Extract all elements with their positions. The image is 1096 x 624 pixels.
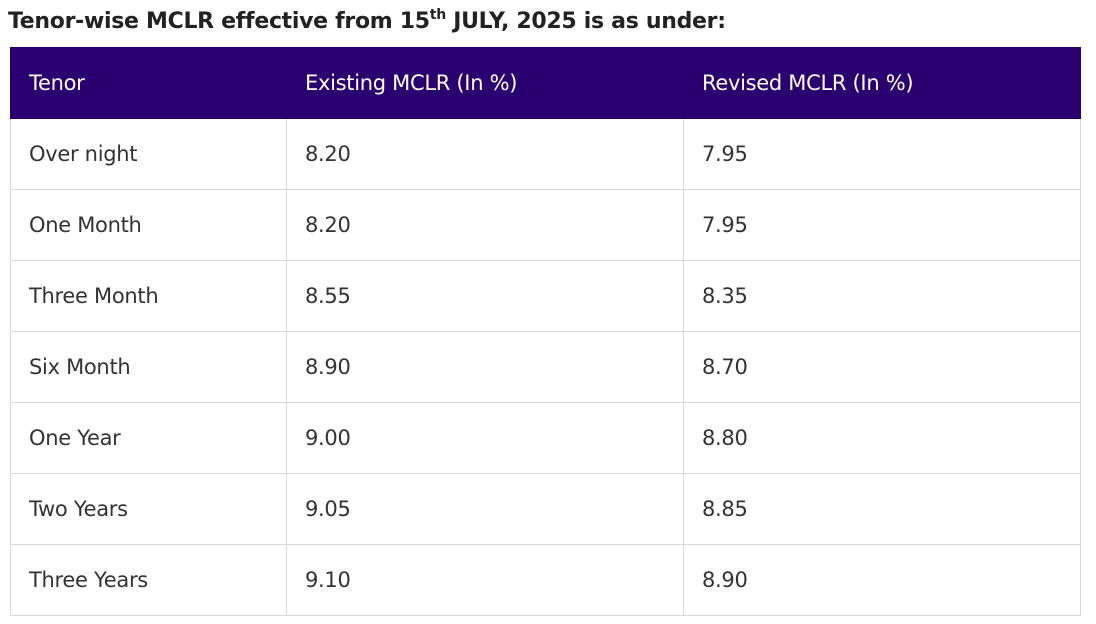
table-cell: 7.95 <box>683 118 1081 190</box>
heading-text: JULY, 2025 is as under: <box>445 9 726 34</box>
table-row: Over night 8.20 7.95 <box>10 118 1081 190</box>
table-row: One Year 9.00 8.80 <box>10 402 1081 474</box>
table-cell: One Month <box>10 189 287 261</box>
table-row: One Month 8.20 7.95 <box>10 189 1081 261</box>
table-cell: 8.20 <box>286 118 684 190</box>
table-cell: Over night <box>10 118 287 190</box>
header-cell: Revised MCLR (In %) <box>683 47 1081 119</box>
table-cell: 8.35 <box>683 260 1081 332</box>
table-cell: 9.10 <box>286 544 684 616</box>
header-cell: Existing MCLR (In %) <box>286 47 684 119</box>
table-cell: Six Month <box>10 331 287 403</box>
table-cell: 8.20 <box>286 189 684 261</box>
table-row: Six Month 8.90 8.70 <box>10 331 1081 403</box>
table-cell: Three Years <box>10 544 287 616</box>
heading: Tenor-wise MCLR effective from 15th JULY… <box>8 4 726 40</box>
table-cell: 7.95 <box>683 189 1081 261</box>
table-cell: 8.55 <box>286 260 684 332</box>
table-cell: 8.85 <box>683 473 1081 545</box>
table-cell: 8.90 <box>286 331 684 403</box>
table-cell: Three Month <box>10 260 287 332</box>
heading-text: Tenor-wise MCLR effective from 15 <box>8 9 430 34</box>
table-cell: 8.80 <box>683 402 1081 474</box>
table-cell: One Year <box>10 402 287 474</box>
table-cell: 9.05 <box>286 473 684 545</box>
table-body: Over night 8.20 7.95 One Month 8.20 7.95 Three… <box>10 118 1081 616</box>
table-cell: Two Years <box>10 473 287 545</box>
table-row: Three Years 9.10 8.90 <box>10 544 1081 616</box>
table-cell: 9.00 <box>286 402 684 474</box>
table-row: Three Month 8.55 8.35 <box>10 260 1081 332</box>
table-cell: 8.90 <box>683 544 1081 616</box>
table-cell: 8.70 <box>683 331 1081 403</box>
table-row: Two Years 9.05 8.85 <box>10 473 1081 545</box>
header-row: Tenor Existing MCLR (In %) Revised MCLR (I… <box>10 47 1081 119</box>
mclr-table: Tenor Existing MCLR (In %) Revised MCLR (I… <box>10 47 1081 616</box>
header-cell: Tenor <box>10 47 287 119</box>
heading-sup: th <box>429 7 446 23</box>
